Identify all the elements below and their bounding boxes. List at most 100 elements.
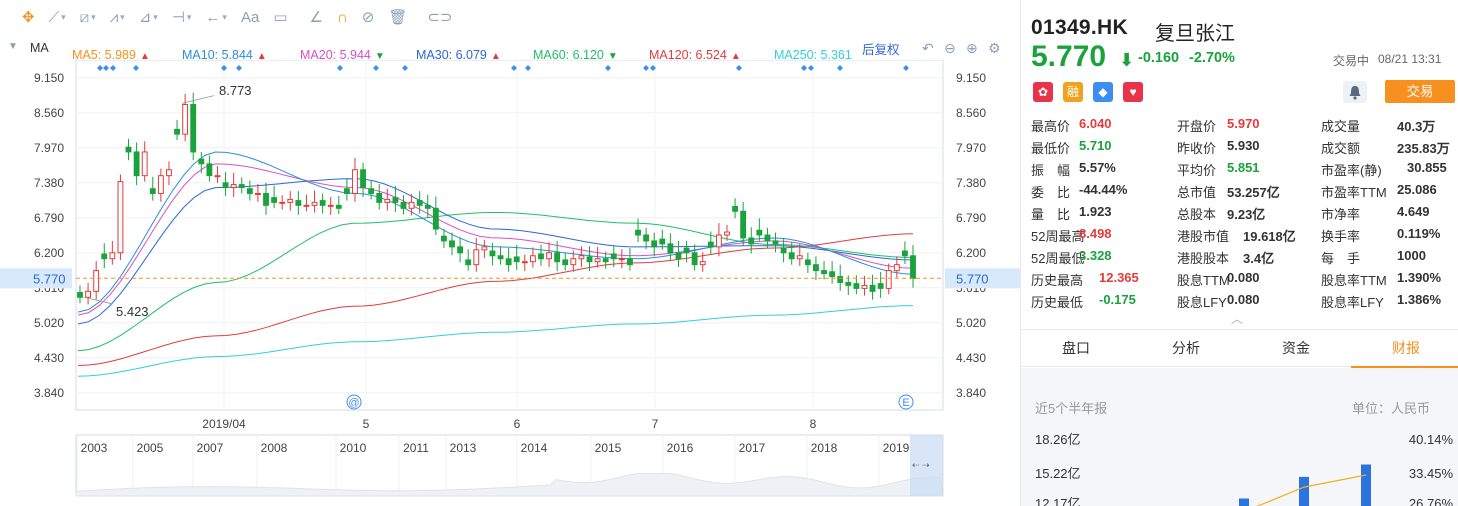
candle[interactable] [319, 193, 326, 214]
event-marker-icon[interactable] [643, 65, 649, 71]
candle[interactable] [246, 180, 253, 201]
chevron-down-icon[interactable]: ▼ [8, 41, 18, 52]
tab-capital[interactable]: 资金 [1282, 340, 1310, 356]
candle[interactable] [837, 264, 844, 291]
candle[interactable] [279, 195, 286, 210]
candle[interactable] [238, 177, 245, 194]
ma-legend-item[interactable]: MA10: 5.844 ▲ [182, 48, 267, 62]
candle[interactable] [538, 244, 544, 266]
event-marker-icon[interactable] [97, 65, 103, 71]
candle[interactable] [400, 195, 407, 215]
event-circle-icon[interactable] [898, 394, 914, 410]
finance-bar[interactable] [1239, 498, 1249, 506]
candle[interactable] [829, 261, 836, 284]
candle[interactable] [441, 229, 447, 249]
ma-legend-item[interactable]: MA250: 5.361 [774, 48, 852, 62]
zoom-out-icon[interactable]: ⊖ [944, 39, 956, 56]
candle[interactable] [424, 194, 431, 218]
candle[interactable] [513, 245, 520, 270]
candle[interactable] [392, 185, 399, 212]
candle[interactable] [554, 240, 561, 272]
candle[interactable] [594, 246, 601, 268]
candle[interactable] [141, 141, 148, 182]
candle[interactable] [804, 252, 811, 273]
candle[interactable] [877, 271, 884, 298]
candle[interactable] [198, 151, 205, 174]
candle[interactable] [497, 246, 504, 265]
ma-legend-item[interactable]: MA30: 6.079 ▲ [416, 48, 501, 62]
arrow-icon[interactable]: ← ▾ [205, 8, 227, 26]
trade-button[interactable]: 交易 [1385, 80, 1455, 103]
candle[interactable] [521, 254, 528, 272]
margin-icon[interactable]: 融 [1063, 82, 1083, 102]
event-marker-icon[interactable] [373, 65, 379, 71]
candle[interactable] [813, 256, 819, 281]
event-marker-icon[interactable] [837, 65, 843, 71]
candle[interactable] [667, 233, 674, 260]
candle[interactable] [271, 185, 278, 209]
candle[interactable] [206, 155, 213, 182]
event-marker-icon[interactable] [110, 65, 116, 71]
candle[interactable] [303, 194, 310, 212]
candle[interactable] [821, 261, 827, 280]
candle[interactable] [683, 240, 690, 263]
candle[interactable] [85, 283, 92, 305]
tab-analysis[interactable]: 分析 [1172, 340, 1200, 356]
candle[interactable] [360, 162, 366, 198]
candle[interactable] [901, 241, 908, 265]
text-icon[interactable]: Aa [240, 8, 260, 26]
candle[interactable] [562, 252, 569, 271]
candle[interactable] [505, 248, 512, 272]
candle[interactable] [764, 227, 771, 249]
event-marker-icon[interactable] [650, 65, 656, 71]
candle[interactable] [748, 227, 755, 254]
candle[interactable] [675, 240, 682, 268]
candle[interactable] [432, 196, 439, 235]
candle[interactable] [157, 168, 164, 202]
move-icon[interactable]: ✥ [22, 9, 35, 26]
candle[interactable] [732, 198, 739, 219]
event-marker-icon[interactable] [103, 65, 109, 71]
candle[interactable] [93, 261, 100, 300]
event-marker-icon[interactable] [402, 65, 408, 71]
candle[interactable] [529, 247, 536, 268]
candle[interactable] [610, 245, 617, 268]
ma-legend-item[interactable]: MA20: 5.944 ▼ [300, 48, 385, 62]
candle[interactable] [263, 182, 269, 215]
candle[interactable] [327, 197, 334, 215]
event-marker-icon[interactable] [808, 65, 814, 71]
candle[interactable] [368, 180, 375, 200]
ma-legend-item[interactable]: MA120: 6.524 ▲ [649, 48, 741, 62]
candle[interactable] [893, 256, 900, 278]
candle[interactable] [659, 229, 666, 250]
candle[interactable] [869, 274, 876, 300]
candle[interactable] [343, 178, 350, 201]
event-circle-icon[interactable] [346, 394, 362, 410]
fib-icon[interactable]: ⊿ ▾ [138, 9, 158, 26]
hide-icon[interactable]: ⊘ [361, 9, 375, 26]
adjust-label[interactable]: 后复权 [862, 42, 900, 57]
candle[interactable] [643, 227, 650, 250]
nav-window[interactable] [910, 435, 943, 496]
wave-icon[interactable]: ⩘ ▾ [109, 8, 125, 26]
nav-handle-icon[interactable]: ⇠ ⇢ [912, 460, 930, 470]
candle[interactable] [214, 166, 221, 183]
candle[interactable] [376, 183, 383, 210]
candle[interactable] [618, 249, 625, 269]
gear-icon[interactable]: ⚙ [988, 39, 1001, 56]
candle[interactable] [885, 263, 892, 295]
candle[interactable] [254, 183, 261, 202]
note-icon[interactable]: ▭ [273, 9, 288, 26]
candle[interactable] [311, 190, 318, 213]
candle[interactable] [586, 246, 593, 272]
line-icon[interactable]: ⟋ ▾ [48, 8, 66, 26]
favorite-heart-icon[interactable]: ♥ [1123, 82, 1143, 102]
candle[interactable] [416, 191, 423, 214]
candle[interactable] [222, 172, 229, 196]
event-marker-icon[interactable] [605, 65, 611, 71]
candle[interactable] [190, 92, 197, 161]
event-marker-icon[interactable] [511, 65, 517, 71]
candle[interactable] [772, 232, 779, 253]
event-marker-icon[interactable] [903, 65, 909, 71]
event-marker-icon[interactable] [525, 65, 531, 71]
